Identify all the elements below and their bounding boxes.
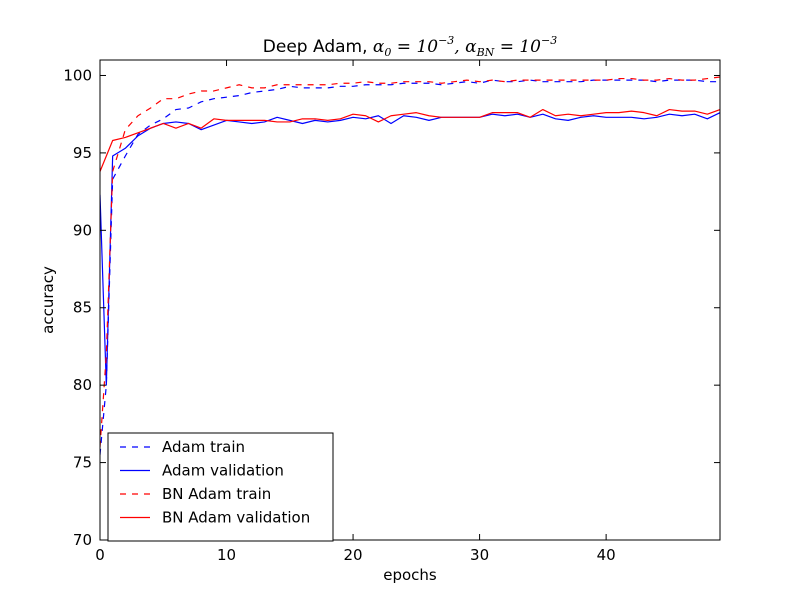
y-tick-label: 100 xyxy=(63,66,92,84)
chart-title-alpha: α xyxy=(373,37,385,57)
y-tick-label: 95 xyxy=(73,144,92,162)
legend-label: BN Adam validation xyxy=(162,509,310,527)
chart-title-subBN: BN xyxy=(476,46,495,59)
chart-title-sub0: 0 xyxy=(384,46,391,59)
y-axis-label: accuracy xyxy=(39,266,57,334)
x-axis-label: epochs xyxy=(383,566,437,584)
x-tick-label: 40 xyxy=(597,546,616,564)
x-tick-label: 10 xyxy=(217,546,236,564)
chart-title-sup2: −3 xyxy=(541,34,557,47)
x-tick-label: 0 xyxy=(95,546,105,564)
legend-box xyxy=(107,432,334,542)
legend-label: BN Adam train xyxy=(162,485,271,503)
legend: Adam train Adam validation BN Adam train BN… xyxy=(107,432,334,542)
series-line-adam-train xyxy=(100,79,720,455)
y-tick-label: 70 xyxy=(73,531,92,549)
plot-border xyxy=(99,59,721,541)
y-tick-label: 80 xyxy=(73,376,92,394)
legend-label: Adam validation xyxy=(162,462,284,480)
chart-title: Deep Adam, α0 = 10−3, αBN = 10−3 xyxy=(263,34,557,59)
chart-title-sep: , xyxy=(454,37,465,57)
y-tick-label: 75 xyxy=(73,454,92,472)
series-layer xyxy=(100,76,720,455)
plot-frame xyxy=(99,59,721,541)
legend-label: Adam train xyxy=(162,438,245,456)
chart-title-eq1: = 10 xyxy=(391,37,438,57)
chart-title-text: Deep Adam, xyxy=(263,37,373,57)
x-tick-label: 20 xyxy=(344,546,363,564)
y-tick-label: 90 xyxy=(73,221,92,239)
y-tick-label: 85 xyxy=(73,299,92,317)
chart-title-alpha2: α xyxy=(465,37,477,57)
chart-title-sup1: −3 xyxy=(438,34,454,47)
ticks-layer: 0 10 20 30 40 70 75 80 85 90 95 100 xyxy=(63,60,720,564)
x-tick-label: 30 xyxy=(470,546,489,564)
series-line-bn-adam-train xyxy=(100,76,720,448)
series-line-bn-adam-validation xyxy=(100,108,720,172)
chart-title-eq2: = 10 xyxy=(494,37,541,57)
